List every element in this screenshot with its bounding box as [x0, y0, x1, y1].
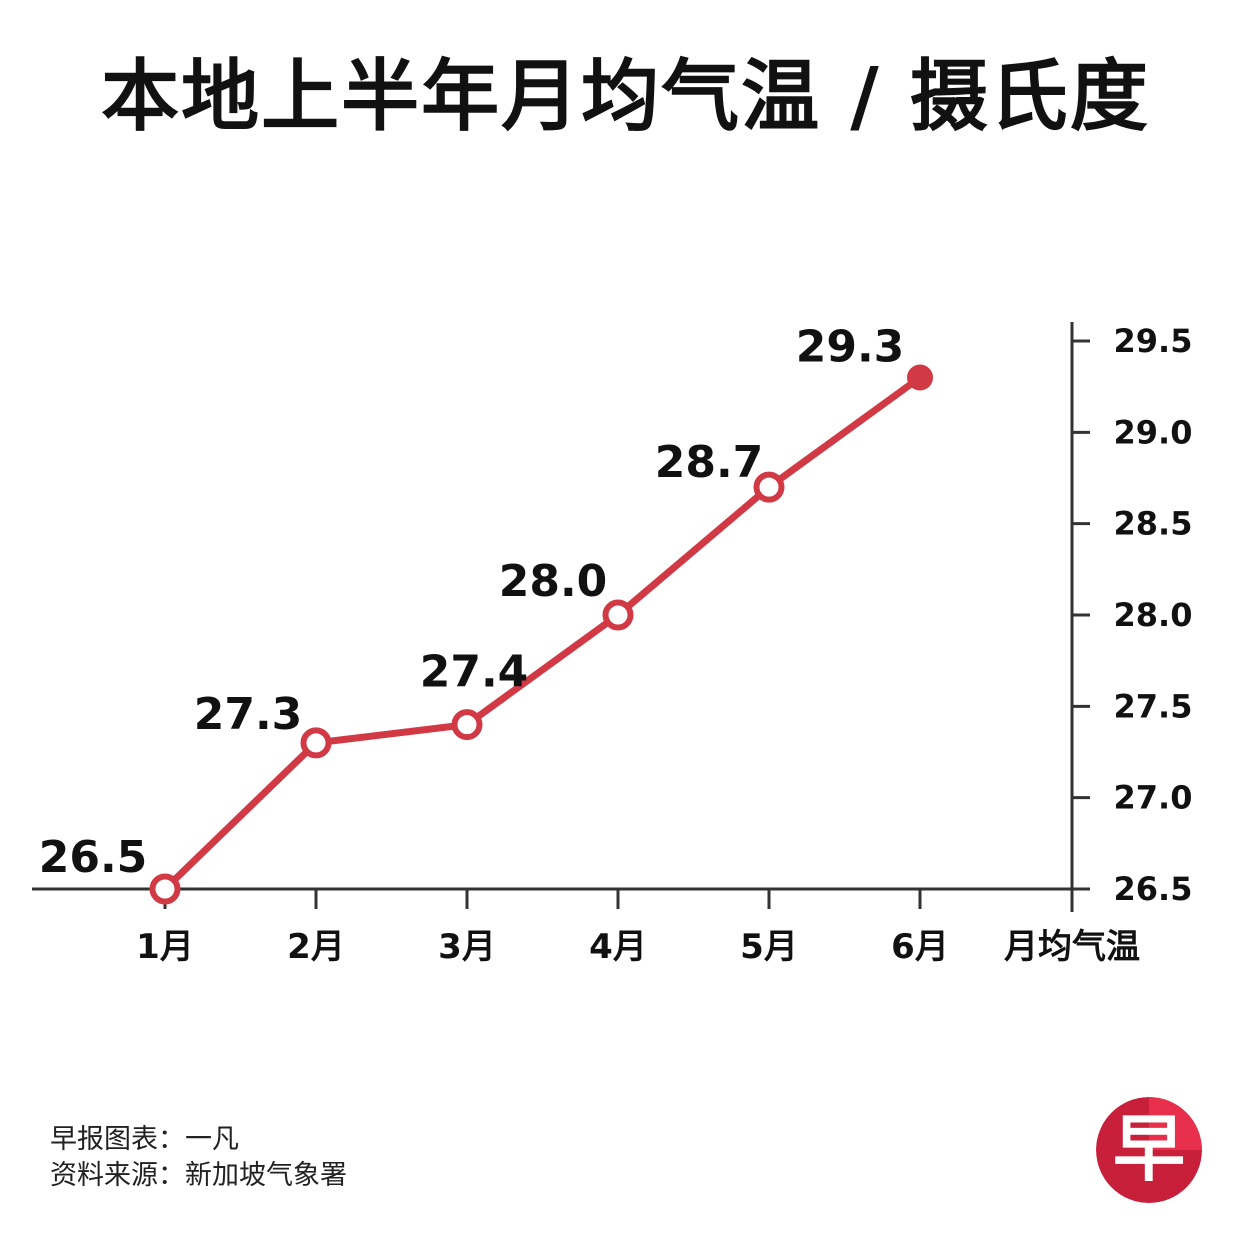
temperature-series: [149, 364, 933, 905]
chart-credit: 早报图表：一凡: [50, 1124, 239, 1155]
footer: 早报图表：一凡 资料来源：新加坡气象署: [50, 1122, 347, 1194]
data-point: [602, 599, 634, 631]
x-tick-label: 2月: [287, 927, 345, 967]
y-tick-label: 27.5: [1114, 687, 1193, 725]
axes: 1月 2月 3月 4月 5月 6月 月均气温 26.5 27.0 27.5 28.0 28.5 29.0…: [32, 322, 1192, 967]
x-tick-label: 5月: [740, 927, 798, 967]
y-tick-label: 29.0: [1114, 413, 1193, 451]
data-label: 27.4: [420, 647, 529, 698]
data-point: [300, 727, 332, 759]
x-tick-label: 3月: [438, 927, 496, 967]
data-label: 28.0: [499, 556, 608, 607]
zaobao-logo: 早: [1096, 1097, 1202, 1203]
x-axis-title: 月均气温: [1004, 927, 1140, 967]
data-label: 29.3: [796, 322, 905, 373]
data-point-latest: [907, 364, 933, 391]
data-label: 26.5: [39, 832, 148, 883]
data-labels: 26.5 27.3 27.4 28.0 28.7 29.3: [39, 322, 905, 883]
data-label: 27.3: [194, 689, 303, 740]
logo-glyph: 早: [1112, 1107, 1185, 1191]
chart-title: 本地上半年月均气温 / 摄氏度: [101, 52, 1150, 142]
x-tick-label: 4月: [589, 927, 647, 967]
data-point: [451, 709, 483, 741]
data-label: 28.7: [655, 437, 764, 488]
y-tick-label: 28.5: [1114, 505, 1193, 543]
y-tick-label: 26.5: [1114, 870, 1193, 908]
x-tick-label: 1月: [136, 927, 194, 967]
data-source: 资料来源：新加坡气象署: [50, 1160, 347, 1191]
data-point: [753, 471, 785, 503]
logo-badge-icon: [1096, 1097, 1202, 1203]
y-tick-label: 28.0: [1114, 596, 1193, 634]
x-tick-label: 6月: [891, 927, 949, 967]
y-tick-label: 27.0: [1114, 779, 1193, 817]
y-tick-label: 29.5: [1114, 322, 1193, 360]
data-point: [149, 873, 181, 905]
series-line: [161, 374, 924, 893]
